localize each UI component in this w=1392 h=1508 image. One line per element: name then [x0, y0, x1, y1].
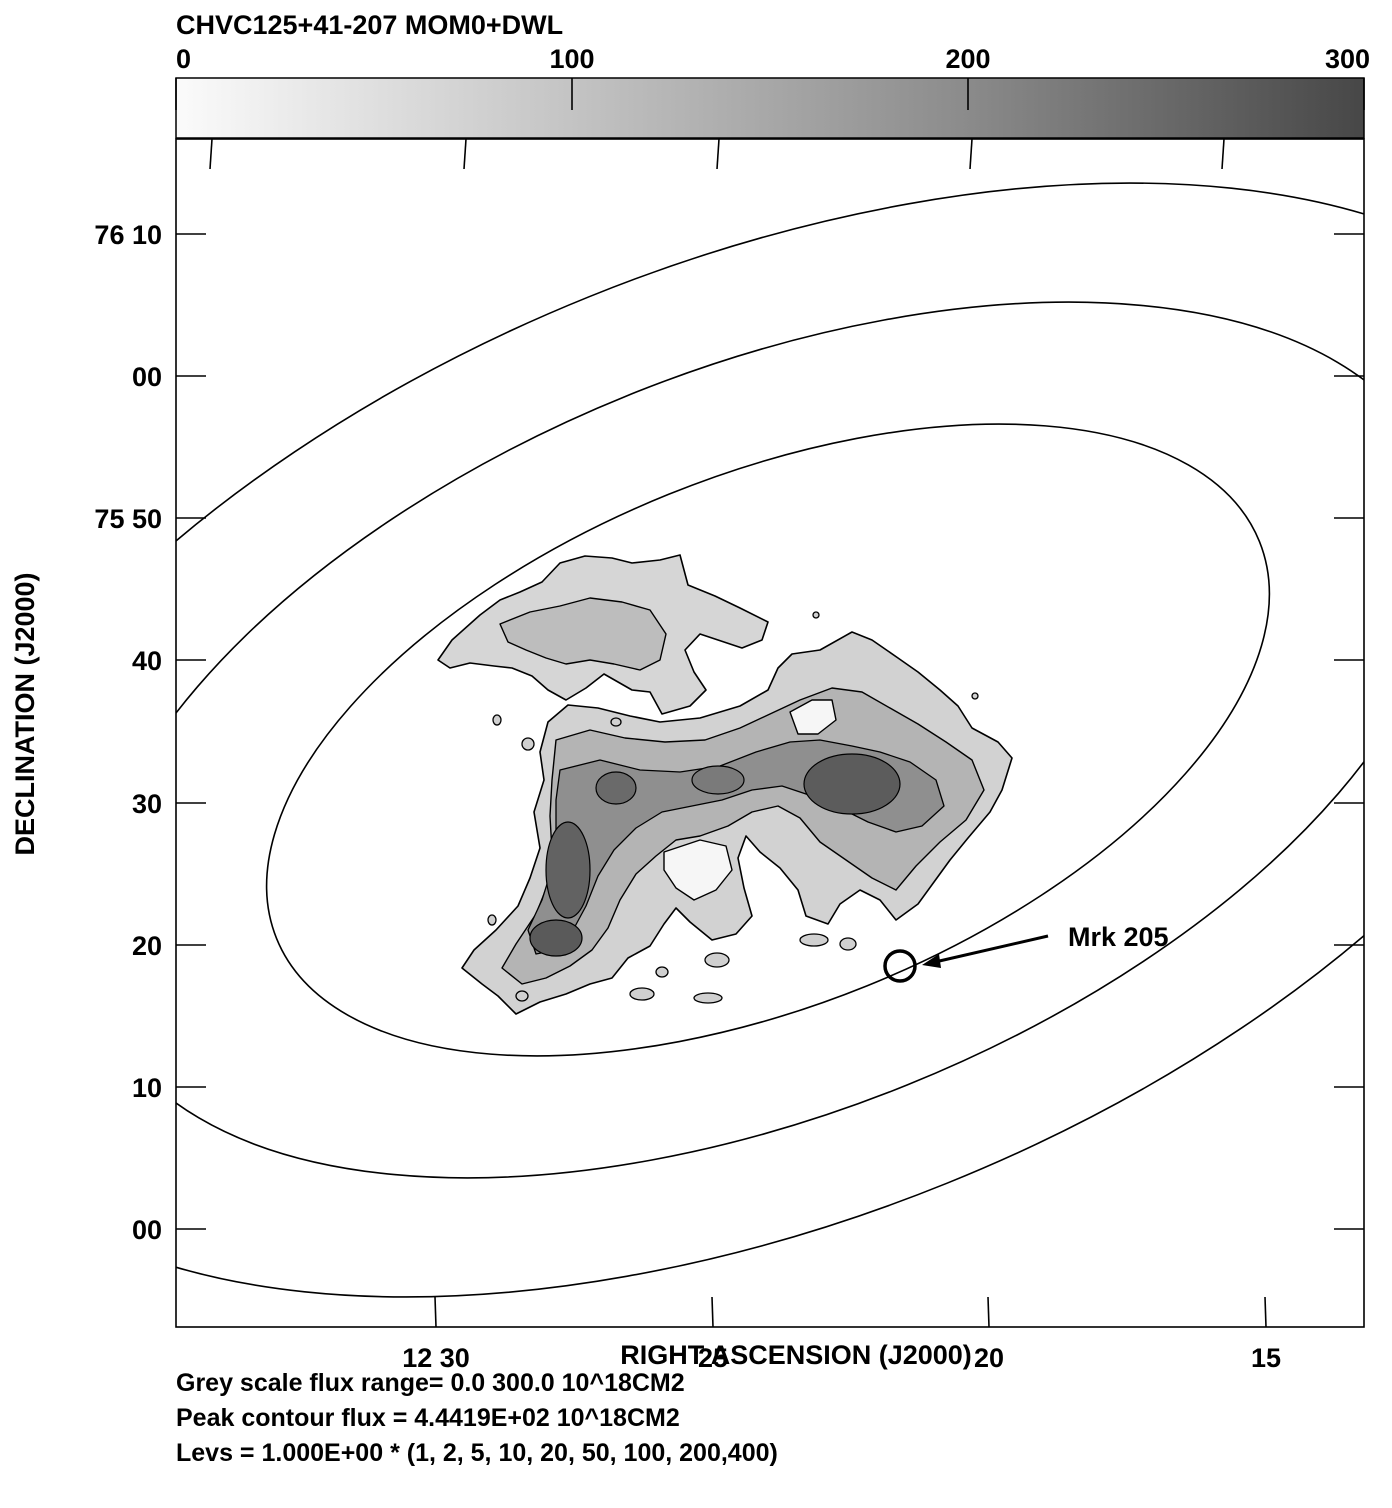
colorbar-tick-label: 300: [1325, 44, 1370, 74]
mrk205-arrow-head: [922, 954, 941, 968]
x-tick-label: 15: [1251, 1343, 1281, 1373]
cloud-core-center: [691, 765, 745, 795]
cloud-hole-south: [663, 839, 733, 901]
x-tick-bottom: [1264, 1296, 1267, 1328]
colorbar-tick-label: 100: [549, 44, 594, 74]
cloud-core-mid: [595, 771, 637, 805]
x-tick-label: 12 30: [402, 1343, 470, 1373]
cloud-islands: [487, 611, 979, 1004]
footer-flux-range: Grey scale flux range= 0.0 300.0 10^18CM…: [176, 1369, 685, 1397]
y-tick-label: 40: [132, 646, 162, 676]
x-tick-bottom: [987, 1296, 990, 1328]
beam-contour-middle: [176, 301, 1364, 1179]
cloud-core-east: [803, 753, 901, 815]
x-axis-title: RIGHT ASCENSION (J2000): [620, 1340, 972, 1370]
y-tick-label: 00: [132, 1215, 162, 1245]
y-tick-label: 75 50: [94, 504, 162, 534]
colorbar-tick-label: 0: [176, 44, 191, 74]
y-tick-labels: 76 10 00 75 50 40 30 20 10 00: [94, 220, 162, 1245]
y-axis-title: DECLINATION (J2000): [10, 572, 40, 855]
x-axis-ticks: [209, 138, 1267, 1328]
cloud-core-south: [529, 919, 583, 957]
x-tick-top: [209, 138, 213, 170]
x-tick-top: [716, 138, 720, 170]
x-tick-label: 25: [698, 1343, 728, 1373]
y-tick-label: 10: [132, 1073, 162, 1103]
x-tick-top: [1221, 138, 1225, 170]
colorbar: 0 100 200 300: [175, 44, 1370, 139]
x-tick-bottom: [711, 1296, 714, 1328]
x-tick-top: [969, 138, 973, 170]
x-tick-bottom: [434, 1296, 437, 1328]
mrk205-circle: [883, 949, 917, 983]
x-tick-label: 20: [974, 1343, 1004, 1373]
x-tick-labels: 12 30 25 20 15: [402, 1343, 1281, 1373]
mrk205-arrow-shaft: [934, 934, 1049, 964]
plot-frame: [175, 138, 1365, 1328]
footer-levels: Levs = 1.000E+00 * (1, 2, 5, 10, 20, 50,…: [176, 1439, 778, 1467]
mrk205-marker: [883, 934, 1049, 983]
y-tick-label: 20: [132, 931, 162, 961]
x-tick-top: [463, 138, 467, 170]
y-tick-label: 30: [132, 789, 162, 819]
y-tick-label: 76 10: [94, 220, 162, 250]
colorbar-gradient: [175, 77, 1365, 139]
cloud-contour-level-2-north: [499, 597, 667, 671]
y-axis-ticks: [176, 233, 1364, 1230]
mrk205-label: Mrk 205: [1068, 922, 1169, 952]
cloud-hole-east: [789, 699, 837, 735]
cloud-core-west: [545, 821, 591, 919]
hi-cloud: [437, 554, 1013, 1015]
colorbar-tick-label: 200: [945, 44, 990, 74]
y-tick-label: 00: [132, 362, 162, 392]
footer-peak-flux: Peak contour flux = 4.4419E+02 10^18CM2: [176, 1404, 680, 1432]
beam-contour-inner: [265, 423, 1271, 1057]
chart-title: CHVC125+41-207 MOM0+DWL: [176, 10, 563, 40]
